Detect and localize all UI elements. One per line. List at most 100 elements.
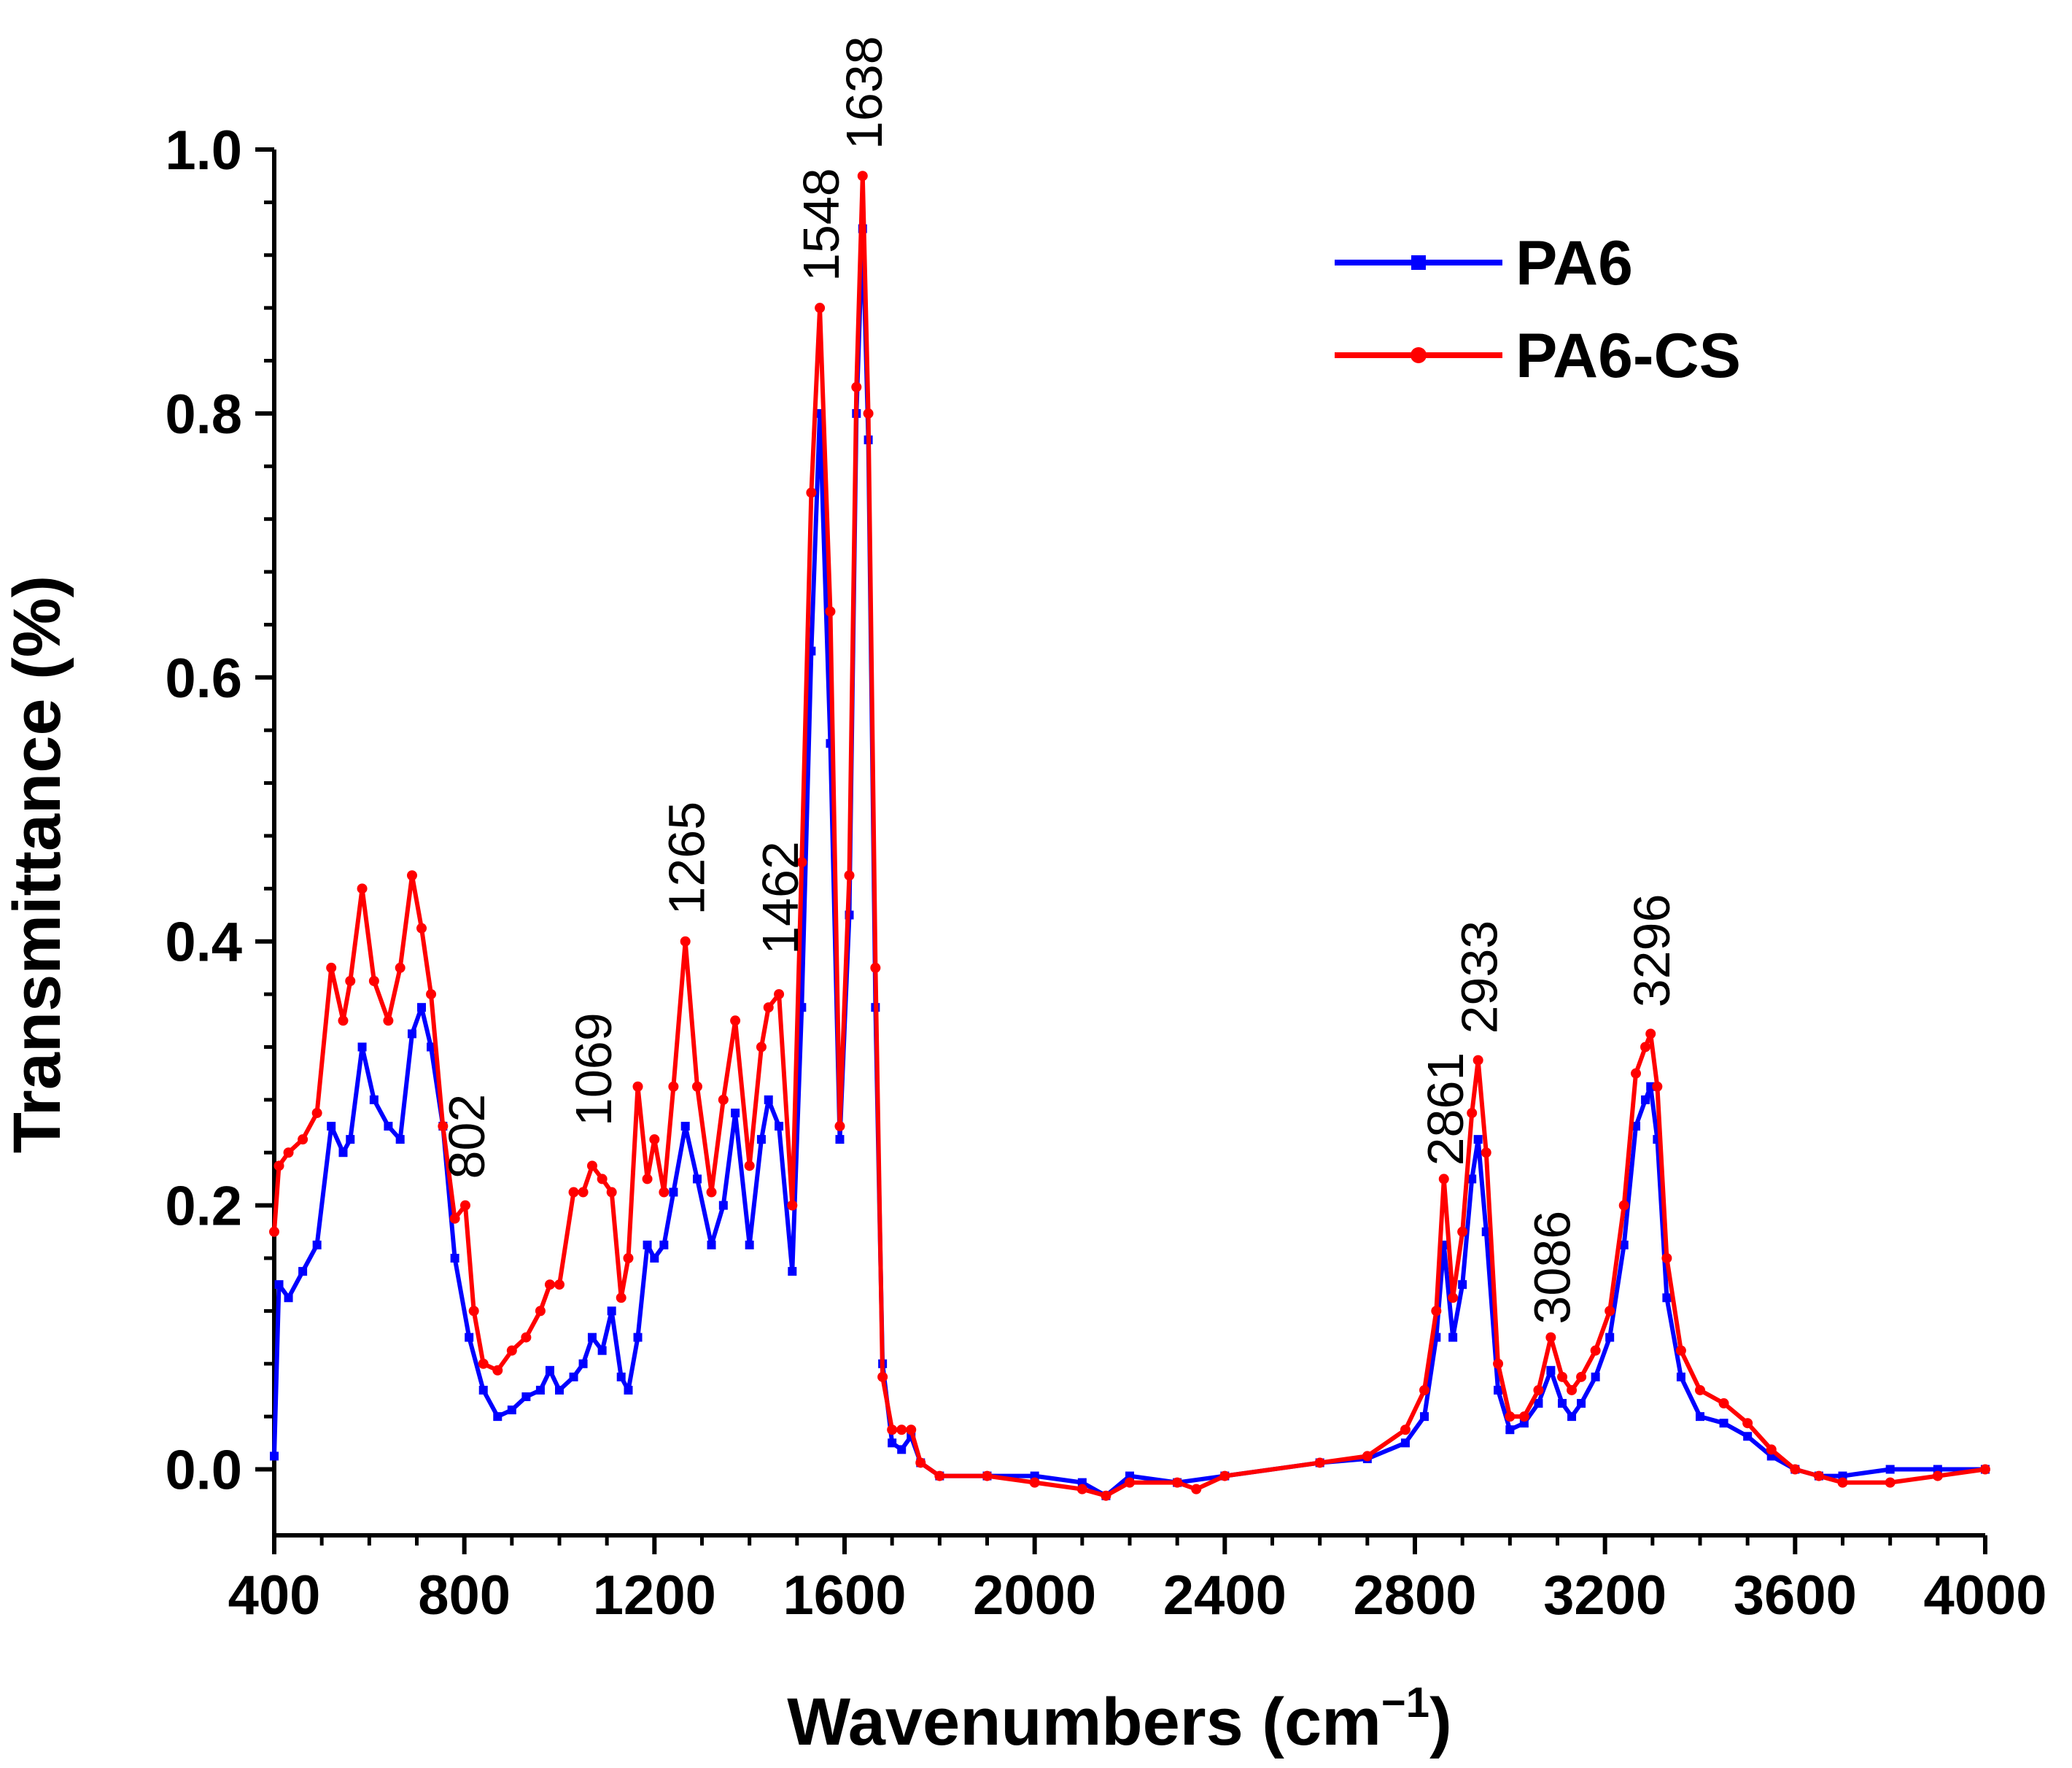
data-point-pa6-cs	[1314, 1457, 1325, 1468]
peak-label-3086: 3086	[1524, 1211, 1580, 1325]
x-tick-label: 1200	[593, 1565, 716, 1627]
data-point-pa6-cs	[744, 1160, 755, 1171]
data-point-pa6-cs	[1533, 1384, 1544, 1395]
data-point-pa6-cs	[311, 1107, 322, 1118]
data-point-pa6	[1591, 1372, 1600, 1381]
data-point-pa6	[1558, 1399, 1567, 1408]
data-point-pa6-cs	[345, 976, 356, 986]
data-point-pa6-cs	[774, 989, 785, 1000]
data-point-pa6-cs	[706, 1187, 717, 1198]
data-point-pa6-cs	[406, 870, 417, 881]
data-point-pa6-cs	[649, 1134, 660, 1145]
data-point-pa6	[607, 1306, 616, 1316]
data-point-pa6-cs	[934, 1470, 945, 1481]
data-point-pa6-cs	[383, 1015, 394, 1026]
data-point-pa6-cs	[1448, 1292, 1459, 1303]
data-point-pa6	[643, 1240, 652, 1249]
data-point-pa6-cs	[1101, 1490, 1111, 1501]
data-point-pa6-cs	[535, 1306, 546, 1317]
data-point-pa6-cs	[1419, 1384, 1430, 1395]
data-point-pa6	[535, 1385, 545, 1395]
data-point-pa6-cs	[896, 1424, 907, 1435]
peak-label-1462: 1462	[752, 841, 809, 955]
data-point-pa6	[1420, 1412, 1429, 1422]
data-point-pa6-cs	[887, 1424, 898, 1435]
data-point-pa6-cs	[659, 1187, 670, 1198]
peak-label-2933: 2933	[1451, 920, 1508, 1034]
data-point-pa6	[1467, 1174, 1477, 1184]
data-point-pa6-cs	[1695, 1384, 1705, 1395]
data-point-pa6-cs	[606, 1187, 617, 1198]
x-tick-label: 400	[228, 1565, 321, 1627]
data-point-pa6	[897, 1445, 907, 1454]
data-point-pa6	[270, 1451, 279, 1461]
legend-label-pa6: PA6	[1516, 228, 1633, 298]
data-point-pa6	[298, 1267, 308, 1276]
data-point-pa6	[395, 1135, 405, 1144]
data-point-pa6-cs	[506, 1345, 517, 1356]
data-point-pa6-cs	[1557, 1371, 1568, 1382]
data-point-pa6	[650, 1254, 659, 1263]
data-point-pa6-cs	[478, 1358, 489, 1369]
data-point-pa6-cs	[459, 1200, 470, 1211]
data-point-pa6	[1567, 1412, 1577, 1422]
data-point-pa6-cs	[1605, 1306, 1615, 1317]
data-point-pa6-cs	[1219, 1470, 1230, 1481]
data-point-pa6-cs	[1493, 1358, 1504, 1369]
legend-marker-pa6	[1411, 255, 1426, 270]
data-point-pa6-cs	[616, 1292, 626, 1303]
data-point-pa6	[1641, 1095, 1650, 1104]
y-tick-label: 0.6	[165, 648, 242, 710]
data-point-pa6	[493, 1412, 503, 1422]
data-point-pa6	[1885, 1465, 1895, 1474]
data-point-pa6	[731, 1108, 740, 1117]
data-point-pa6	[312, 1240, 322, 1249]
data-point-pa6-cs	[815, 303, 826, 314]
data-point-pa6	[1534, 1399, 1543, 1408]
data-point-pa6	[465, 1333, 474, 1342]
data-point-pa6-cs	[1932, 1470, 1943, 1481]
data-point-pa6-cs	[395, 962, 406, 973]
data-point-pa6	[417, 1003, 427, 1012]
x-tick-label: 3200	[1543, 1565, 1666, 1627]
data-point-pa6-cs	[1518, 1411, 1529, 1422]
data-point-pa6-cs	[1545, 1332, 1556, 1343]
data-point-pa6-cs	[1400, 1424, 1411, 1435]
data-point-pa6-cs	[1576, 1371, 1587, 1382]
data-point-pa6-cs	[982, 1470, 993, 1481]
peak-label-2861: 2861	[1417, 1052, 1474, 1166]
data-point-pa6-cs	[554, 1279, 564, 1290]
series-line-pa6	[272, 226, 1985, 1498]
data-point-pa6-cs	[283, 1147, 294, 1158]
x-axis-title-main: Wavenumbers (cm	[787, 1685, 1381, 1759]
data-point-pa6-cs	[1431, 1306, 1442, 1317]
data-point-pa6	[1662, 1293, 1672, 1303]
data-point-pa6	[624, 1385, 633, 1395]
data-point-pa6-cs	[544, 1279, 555, 1290]
data-point-pa6-cs	[368, 976, 379, 986]
data-point-pa6-cs	[632, 1081, 643, 1092]
data-point-pa6-cs	[680, 936, 691, 947]
legend-label-pa6-cs: PA6-CS	[1516, 321, 1741, 391]
data-point-pa6	[1631, 1122, 1641, 1131]
data-point-pa6-cs	[426, 989, 437, 1000]
x-tick-label: 2400	[1163, 1565, 1287, 1627]
data-point-pa6	[1458, 1280, 1467, 1290]
data-point-pa6-cs	[691, 1081, 702, 1092]
data-point-pa6-cs	[326, 962, 337, 973]
data-point-pa6-cs	[1457, 1226, 1468, 1237]
x-tick-label: 2000	[973, 1565, 1096, 1627]
data-point-pa6-cs	[870, 962, 881, 973]
data-point-pa6	[669, 1187, 678, 1197]
data-point-pa6	[1473, 1135, 1483, 1144]
data-point-pa6-cs	[730, 1015, 741, 1026]
data-point-pa6-cs	[1362, 1451, 1373, 1462]
data-point-pa6-cs	[357, 883, 368, 894]
x-tick-label: 800	[418, 1565, 511, 1627]
data-point-pa6-cs	[906, 1424, 917, 1435]
data-point-pa6	[369, 1095, 379, 1104]
data-point-pa6	[616, 1372, 626, 1381]
data-point-pa6	[338, 1148, 348, 1158]
data-point-pa6-cs	[1813, 1470, 1824, 1481]
data-point-pa6-cs	[1618, 1200, 1629, 1211]
